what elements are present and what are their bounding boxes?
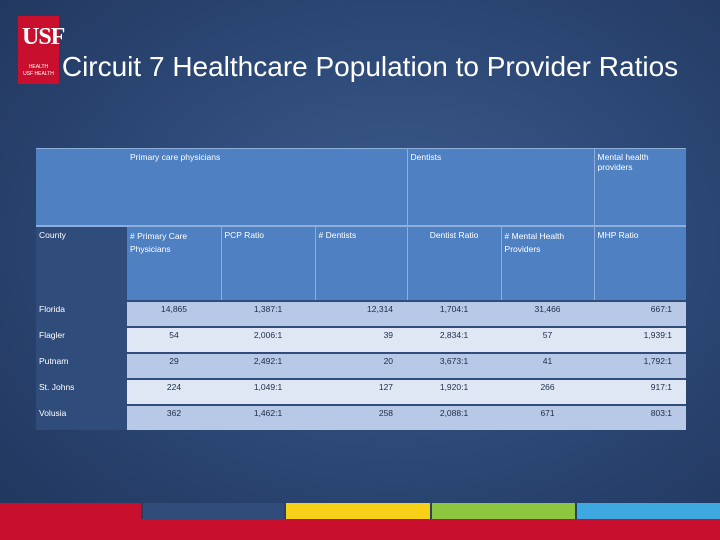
col-mh-count: # Mental Health Providers — [501, 225, 595, 301]
stripe-green — [432, 503, 575, 519]
logo-mark: USF — [22, 24, 65, 50]
table-row: Flagler 54 2,006:1 39 2,834:1 57 1,939:1 — [36, 326, 687, 353]
mhp-ratio-cell: 917:1 — [594, 378, 687, 405]
stripe-yellow — [286, 503, 430, 519]
col-dentists: # Dentists — [315, 225, 408, 301]
pcp-ratio-cell: 1,387:1 — [221, 300, 315, 327]
county-cell: Florida — [36, 300, 127, 327]
pcp-count-cell: 224 — [127, 378, 221, 405]
dentist-ratio-cell: 2,834:1 — [407, 326, 502, 353]
pcp-count-cell: 29 — [127, 352, 221, 379]
stripe-navy — [143, 503, 284, 519]
color-stripe-bar — [0, 503, 720, 519]
table-row: Florida 14,865 1,387:1 12,314 1,704:1 31… — [36, 300, 687, 327]
county-cell: Putnam — [36, 352, 127, 379]
dentist-ratio-cell: 3,673:1 — [407, 352, 502, 379]
stripe-red — [0, 503, 141, 519]
dentist-ratio-cell: 2,088:1 — [407, 404, 502, 430]
mhp-ratio-cell: 667:1 — [594, 300, 687, 327]
group-header-row: Primary care physicians Dentists Mental … — [36, 148, 687, 226]
county-header-blank — [36, 148, 127, 226]
pcp-ratio-cell: 2,492:1 — [221, 352, 315, 379]
dentists-cell: 20 — [315, 352, 408, 379]
mh-count-cell: 31,466 — [501, 300, 595, 327]
pcp-ratio-cell: 1,049:1 — [221, 378, 315, 405]
county-cell: Volusia — [36, 404, 127, 430]
ratios-table: Primary care physicians Dentists Mental … — [36, 148, 687, 430]
mh-count-cell: 57 — [501, 326, 595, 353]
bottom-red-band — [0, 519, 720, 540]
pcp-ratio-cell: 1,462:1 — [221, 404, 315, 430]
pcp-ratio-cell: 2,006:1 — [221, 326, 315, 353]
col-county: County — [36, 225, 127, 301]
table-row: Volusia 362 1,462:1 258 2,088:1 671 803:… — [36, 404, 687, 430]
dentist-ratio-cell: 1,704:1 — [407, 300, 502, 327]
mh-count-cell: 41 — [501, 352, 595, 379]
usf-health-logo: USF HEALTH USF HEALTH — [18, 16, 65, 84]
group-dentists: Dentists — [407, 148, 595, 226]
dentists-cell: 39 — [315, 326, 408, 353]
col-pcp-ratio: PCP Ratio — [221, 225, 316, 301]
stripe-blue — [577, 503, 720, 519]
col-pcp-count: # Primary Care Physicians — [127, 225, 222, 301]
mhp-ratio-cell: 803:1 — [594, 404, 687, 430]
county-cell: St. Johns — [36, 378, 127, 405]
mh-count-cell: 671 — [501, 404, 595, 430]
pcp-count-cell: 14,865 — [127, 300, 221, 327]
dentist-ratio-cell: 1,920:1 — [407, 378, 502, 405]
mhp-ratio-cell: 1,939:1 — [594, 326, 687, 353]
column-header-row: County # Primary Care Physicians PCP Rat… — [36, 225, 687, 301]
group-mental-health: Mental health providers — [594, 148, 687, 226]
mh-count-cell: 266 — [501, 378, 595, 405]
pcp-count-cell: 54 — [127, 326, 221, 353]
col-dentist-ratio: Dentist Ratio — [407, 225, 502, 301]
slide-title: Circuit 7 Healthcare Population to Provi… — [61, 51, 679, 82]
pcp-count-cell: 362 — [127, 404, 221, 430]
table-row: Putnam 29 2,492:1 20 3,673:1 41 1,792:1 — [36, 352, 687, 379]
county-cell: Flagler — [36, 326, 127, 353]
col-mhp-ratio: MHP Ratio — [594, 225, 687, 301]
dentists-cell: 258 — [315, 404, 408, 430]
dentists-cell: 127 — [315, 378, 408, 405]
mhp-ratio-cell: 1,792:1 — [594, 352, 687, 379]
group-pcp: Primary care physicians — [127, 148, 408, 226]
dentists-cell: 12,314 — [315, 300, 408, 327]
table-row: St. Johns 224 1,049:1 127 1,920:1 266 91… — [36, 378, 687, 405]
logo-subtitle: HEALTH USF HEALTH — [23, 64, 54, 77]
